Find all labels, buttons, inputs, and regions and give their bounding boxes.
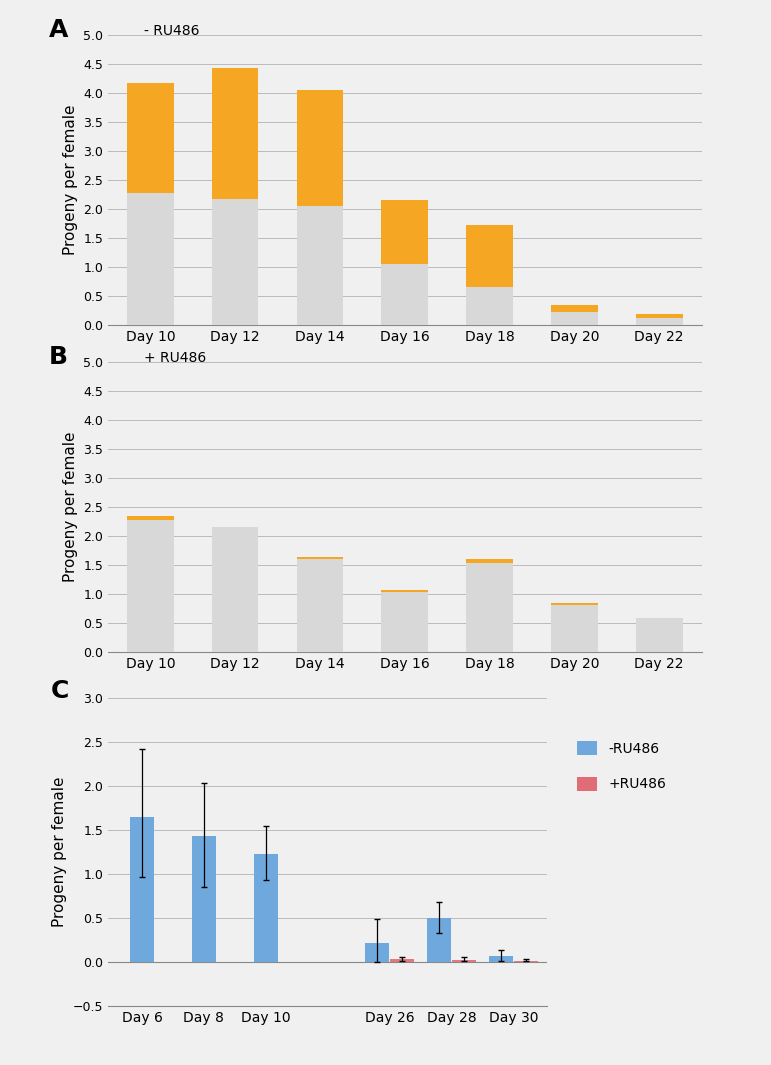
Bar: [390, 958, 414, 963]
Bar: [551, 312, 598, 325]
Bar: [212, 68, 258, 198]
Bar: [297, 559, 343, 652]
Bar: [297, 206, 343, 325]
Bar: [551, 305, 598, 312]
Y-axis label: Progeny per female: Progeny per female: [62, 431, 78, 583]
Bar: [466, 288, 513, 325]
Text: B: B: [49, 345, 68, 368]
Bar: [466, 559, 513, 563]
Bar: [514, 961, 537, 963]
Text: C: C: [51, 679, 69, 703]
Bar: [466, 225, 513, 288]
Bar: [382, 200, 428, 264]
Bar: [212, 198, 258, 325]
Bar: [427, 918, 451, 963]
Bar: [127, 515, 173, 520]
Bar: [254, 854, 278, 963]
Bar: [382, 590, 428, 591]
Bar: [490, 956, 513, 963]
Bar: [127, 193, 173, 325]
Bar: [551, 603, 598, 605]
Text: A: A: [49, 18, 68, 42]
Bar: [127, 520, 173, 652]
Text: - RU486: - RU486: [143, 23, 199, 37]
Bar: [636, 317, 682, 325]
Bar: [636, 618, 682, 652]
Bar: [382, 264, 428, 325]
Bar: [636, 314, 682, 317]
Bar: [466, 563, 513, 652]
Bar: [551, 605, 598, 652]
Bar: [297, 557, 343, 559]
Legend: -RU486, +RU486: -RU486, +RU486: [572, 736, 672, 797]
Y-axis label: Progeny per female: Progeny per female: [62, 104, 78, 256]
Bar: [382, 591, 428, 652]
Bar: [365, 943, 389, 963]
Text: + RU486: + RU486: [143, 350, 206, 364]
Bar: [297, 91, 343, 206]
Bar: [212, 527, 258, 652]
Bar: [130, 817, 153, 963]
Bar: [452, 960, 476, 963]
Y-axis label: Progeny per female: Progeny per female: [52, 776, 67, 928]
Bar: [192, 836, 216, 963]
Bar: [127, 83, 173, 193]
